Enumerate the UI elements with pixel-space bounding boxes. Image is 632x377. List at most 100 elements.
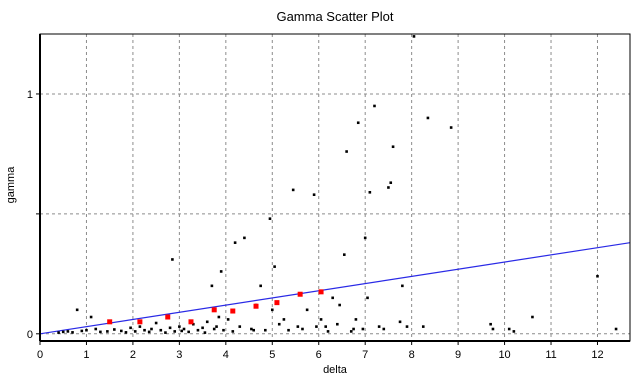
data-point — [205, 320, 209, 324]
data-point — [405, 325, 409, 328]
x-tick-label: 9 — [455, 349, 461, 361]
data-point — [356, 121, 360, 125]
data-point — [159, 328, 163, 332]
data-point — [147, 330, 151, 334]
data-point — [178, 325, 181, 328]
data-point — [252, 328, 256, 332]
data-point — [61, 330, 65, 334]
red-point — [253, 303, 259, 309]
data-point — [66, 330, 70, 333]
data-point — [326, 330, 330, 333]
data-point — [268, 217, 272, 220]
data-point — [324, 325, 328, 328]
data-point — [259, 284, 262, 288]
data-point — [238, 325, 242, 328]
data-point — [75, 308, 79, 312]
data-point — [250, 327, 253, 331]
data-point — [85, 328, 88, 332]
data-point — [215, 325, 218, 328]
data-point — [421, 325, 425, 328]
data-point — [113, 328, 116, 331]
red-point — [137, 319, 143, 325]
data-point — [531, 315, 534, 319]
data-point — [319, 318, 323, 321]
x-tick-label: 0 — [37, 349, 43, 361]
data-point — [426, 116, 430, 120]
y-tick-label: 0 — [27, 329, 33, 341]
data-point — [305, 308, 309, 312]
x-tick-label: 2 — [130, 349, 136, 361]
data-point — [277, 322, 281, 326]
x-tick-label: 4 — [223, 349, 229, 361]
data-point — [366, 296, 369, 300]
data-point — [352, 327, 355, 331]
x-tick-label: 5 — [269, 349, 275, 361]
data-point — [387, 186, 390, 189]
red-point — [165, 314, 171, 320]
data-point — [361, 327, 365, 331]
x-tick-label: 1 — [83, 349, 89, 361]
data-point — [233, 241, 237, 244]
data-point — [336, 322, 339, 326]
red-point — [318, 289, 324, 295]
red-point — [297, 291, 303, 297]
data-point — [312, 193, 316, 196]
data-point — [129, 326, 132, 330]
data-point — [203, 331, 207, 334]
data-point — [507, 327, 511, 331]
data-point — [512, 330, 516, 333]
data-point — [264, 328, 267, 332]
data-point — [273, 265, 276, 268]
red-point — [107, 319, 113, 325]
data-point — [138, 325, 142, 328]
data-point — [57, 331, 60, 334]
data-point — [119, 329, 123, 333]
data-point — [270, 308, 274, 312]
data-point — [106, 330, 109, 333]
data-point — [143, 328, 146, 332]
data-point — [180, 329, 183, 333]
x-tick-label: 7 — [362, 349, 368, 361]
data-point — [196, 328, 200, 332]
data-point — [231, 330, 235, 333]
y-axis-label: gamma — [5, 166, 17, 204]
data-point — [89, 315, 93, 319]
data-point — [596, 274, 599, 278]
data-point — [201, 326, 204, 330]
x-tick-label: 6 — [316, 349, 322, 361]
data-point — [164, 331, 167, 334]
x-tick-label: 3 — [176, 349, 182, 361]
x-tick-label: 10 — [498, 349, 510, 361]
data-point — [412, 35, 416, 38]
data-point — [226, 318, 230, 321]
data-point — [449, 126, 453, 129]
data-point — [349, 330, 353, 333]
data-point — [243, 236, 246, 240]
data-point — [338, 303, 341, 307]
data-point — [401, 284, 404, 288]
fit-line — [39, 242, 631, 335]
data-point — [187, 330, 190, 334]
data-point — [368, 190, 372, 194]
data-point — [331, 296, 334, 300]
chart-title: Gamma Scatter Plot — [276, 9, 393, 24]
data-point — [94, 327, 98, 331]
data-point — [80, 329, 84, 333]
red-point — [188, 319, 194, 325]
data-point — [124, 331, 128, 334]
plot-frame — [39, 33, 631, 342]
data-point — [301, 327, 304, 331]
red-point — [230, 308, 236, 314]
data-point — [212, 327, 216, 331]
data-point — [345, 150, 348, 153]
data-point — [354, 318, 358, 321]
data-point — [377, 325, 381, 328]
data-point — [489, 322, 492, 326]
grid — [39, 34, 630, 341]
points — [57, 35, 618, 334]
data-point — [222, 328, 225, 332]
data-point — [315, 325, 318, 328]
data-point — [491, 327, 495, 331]
